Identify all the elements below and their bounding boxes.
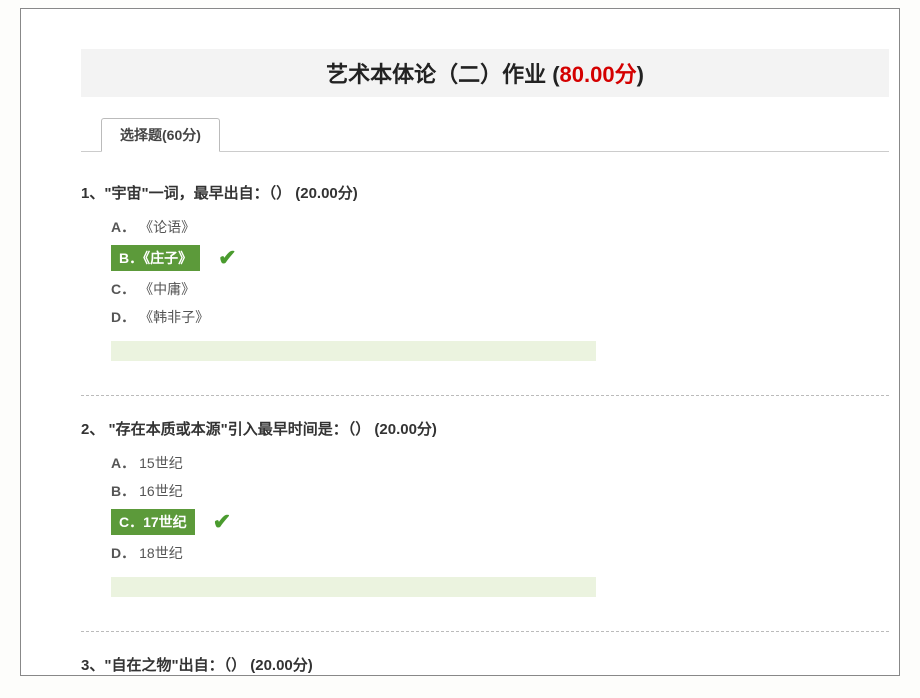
options-list: A．《论语》B．《庄子》✔C．《中庸》D．《韩非子》 xyxy=(111,217,889,327)
option[interactable]: B．16世纪 xyxy=(111,481,889,501)
questions-container: 1、"宇宙"一词，最早出自：（） (20.00分)A．《论语》B．《庄子》✔C．… xyxy=(81,182,899,676)
feedback-bar xyxy=(111,577,596,597)
question: 1、"宇宙"一词，最早出自：（） (20.00分) A．《论语》 B．《庄子》 ✔ C．… xyxy=(81,182,889,379)
title-prefix: 艺术本体论（二）作业 xyxy=(326,62,552,87)
options-list: A．15世纪B．16世纪C．17世纪✔D．18世纪 xyxy=(111,453,889,563)
option-letter: B． xyxy=(111,481,135,501)
correct-option-highlight: B．《庄子》 xyxy=(111,245,200,271)
content-area: 艺术本体论（二）作业 (80.00分) 选择题(60分) 1、"宇宙"一词，最早… xyxy=(81,9,899,676)
tab-bar: 选择题(60分) xyxy=(81,117,889,152)
question: 2、 "存在本质或本源"引入最早时间是：（） (20.00分)A．15世纪B．1… xyxy=(81,418,889,615)
option[interactable]: C．《中庸》 xyxy=(111,279,889,299)
question-divider xyxy=(81,631,889,632)
option-text: 《中庸》 xyxy=(139,279,195,299)
question-title: 1、"宇宙"一词，最早出自：（） (20.00分) xyxy=(81,182,889,203)
question-divider xyxy=(81,395,889,396)
option-letter: D． xyxy=(111,307,135,327)
option[interactable]: A．《论语》 xyxy=(111,217,889,237)
question-title: 2、 "存在本质或本源"引入最早时间是：（） (20.00分) xyxy=(81,418,889,439)
tab-choice-questions[interactable]: 选择题(60分) xyxy=(101,118,220,152)
page-frame: 艺术本体论（二）作业 (80.00分) 选择题(60分) 1、"宇宙"一词，最早… xyxy=(20,8,900,676)
page-title: 艺术本体论（二）作业 (80.00分) xyxy=(326,62,644,87)
correct-option-highlight: C．17世纪 xyxy=(111,509,195,535)
option[interactable]: C．17世纪 ✔ xyxy=(111,509,889,535)
option-letter: A． xyxy=(111,217,135,237)
feedback-bar xyxy=(111,341,596,361)
paren-close: ) xyxy=(637,62,644,87)
option-text: 《论语》 xyxy=(139,217,195,237)
checkmark-icon: ✔ xyxy=(218,245,236,271)
option-text: 《韩非子》 xyxy=(139,307,209,327)
option-letter: D． xyxy=(111,543,135,563)
option[interactable]: D．18世纪 xyxy=(111,543,889,563)
option[interactable]: A．15世纪 xyxy=(111,453,889,473)
checkmark-icon: ✔ xyxy=(213,509,231,535)
option-text: 15世纪 xyxy=(139,453,183,473)
option-text: 16世纪 xyxy=(139,481,183,501)
option[interactable]: B．《庄子》 ✔ xyxy=(111,245,889,271)
option-text: 18世纪 xyxy=(139,543,183,563)
option-letter: A． xyxy=(111,453,135,473)
paren-open: ( xyxy=(552,62,559,87)
question-title: 3、"自在之物"出自：（） (20.00分) xyxy=(81,654,889,675)
question: 3、"自在之物"出自：（） (20.00分)A．黑格尔B．胡塞尔C．海德格尔 xyxy=(81,654,889,676)
title-bar: 艺术本体论（二）作业 (80.00分) xyxy=(81,49,889,97)
option-letter: C． xyxy=(111,279,135,299)
score-value: 80.00分 xyxy=(560,62,637,87)
option[interactable]: D．《韩非子》 xyxy=(111,307,889,327)
